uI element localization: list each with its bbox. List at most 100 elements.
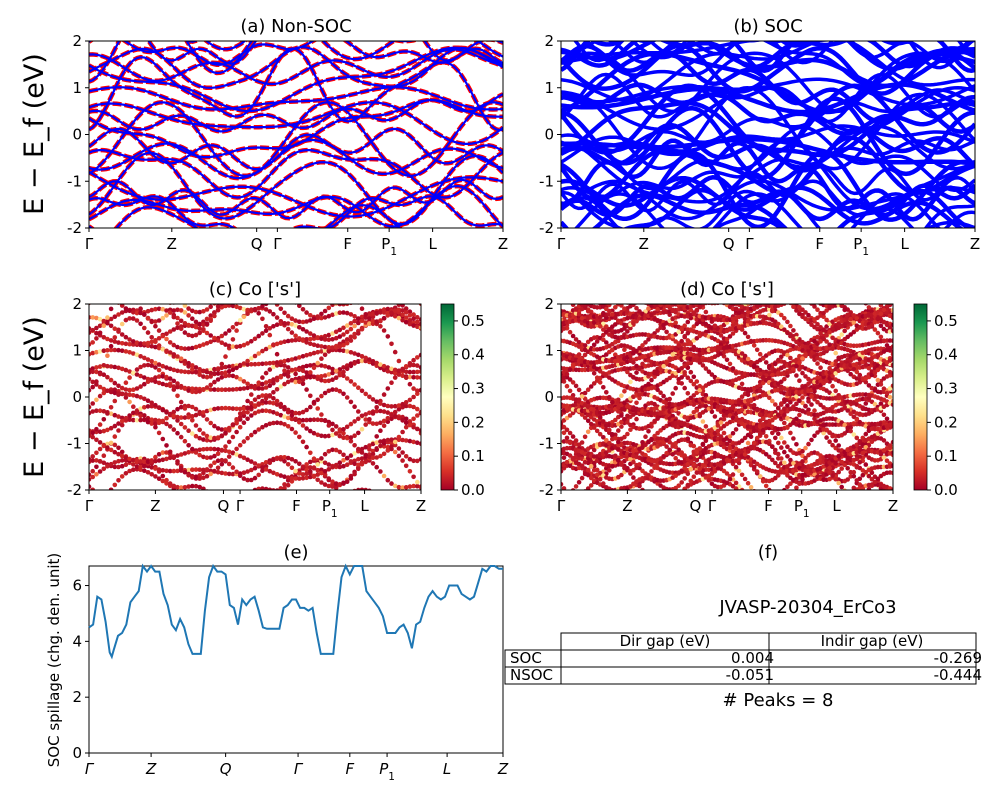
projection-point — [691, 381, 697, 387]
projection-point — [561, 430, 567, 436]
projection-point — [591, 460, 597, 466]
projection-point — [175, 368, 180, 374]
projection-point — [263, 400, 269, 405]
projection-point — [260, 386, 265, 391]
projection-point — [190, 475, 195, 480]
projection-point — [123, 455, 129, 460]
projection-point — [175, 298, 180, 303]
projection-point — [226, 406, 232, 411]
projection-point — [315, 467, 321, 473]
projection-point — [226, 454, 232, 459]
projection-point — [175, 484, 180, 490]
projection-point — [836, 443, 841, 448]
projection-point — [700, 363, 706, 368]
projection-point — [806, 299, 811, 304]
projection-point — [833, 438, 838, 443]
projection-point — [156, 374, 162, 379]
projection-point — [112, 482, 118, 488]
projection-point — [655, 430, 660, 436]
projection-point — [315, 406, 321, 411]
projection-point — [252, 307, 258, 313]
projection-point — [267, 326, 273, 331]
projection-point — [330, 421, 335, 427]
projection-point — [274, 360, 280, 365]
projection-point — [260, 331, 265, 336]
projection-point — [724, 471, 730, 476]
projection-point — [160, 381, 166, 387]
projection-point — [367, 447, 372, 452]
projection-point — [204, 467, 210, 472]
projection-point — [164, 468, 169, 474]
projection-point — [274, 322, 280, 328]
projection-point — [289, 316, 295, 322]
projection-point — [567, 388, 573, 394]
projection-point — [322, 482, 328, 487]
projection-point — [616, 439, 621, 445]
panel-b-bands — [561, 41, 975, 228]
projection-point — [304, 352, 309, 358]
projection-point — [186, 484, 191, 489]
projection-point — [167, 383, 173, 389]
projection-point — [271, 377, 276, 382]
projection-point — [721, 430, 727, 436]
projection-point — [164, 313, 169, 318]
projection-point — [652, 465, 657, 471]
projection-point — [134, 367, 140, 372]
projection-point — [643, 434, 648, 440]
projection-point — [108, 364, 114, 369]
projection-point — [201, 475, 206, 481]
projection-point — [134, 352, 140, 358]
projection-point — [230, 337, 236, 342]
projection-point — [322, 451, 328, 457]
projection-point — [89, 330, 92, 335]
projection-point — [866, 473, 872, 479]
projection-point — [300, 319, 306, 325]
projection-point — [138, 413, 143, 419]
projection-point — [223, 354, 228, 359]
projection-point — [607, 491, 612, 496]
projection-point — [411, 483, 416, 489]
projection-point — [643, 452, 648, 458]
projection-point — [815, 399, 820, 405]
projection-point — [890, 470, 893, 476]
projection-point — [90, 474, 95, 480]
projection-point — [249, 459, 254, 464]
projection-point — [356, 316, 361, 321]
projection-point — [404, 299, 409, 304]
projection-point — [153, 379, 158, 385]
projection-point — [407, 484, 413, 489]
projection-point — [836, 480, 841, 486]
projection-point — [721, 339, 727, 345]
projection-point — [164, 443, 169, 448]
projection-point — [344, 479, 350, 485]
projection-point — [245, 477, 250, 483]
projection-point — [337, 347, 343, 353]
projection-point — [848, 332, 853, 337]
projection-point — [344, 363, 350, 368]
projection-point — [356, 352, 361, 358]
projection-point — [352, 382, 357, 387]
projection-point — [142, 413, 147, 418]
projection-point — [267, 421, 273, 427]
projection-point — [773, 435, 778, 441]
projection-point — [113, 298, 118, 303]
projection-point — [300, 439, 306, 445]
projection-point — [97, 371, 103, 377]
projection-point — [131, 351, 136, 356]
projection-point — [112, 314, 118, 320]
projection-point — [94, 464, 99, 470]
projection-point — [392, 313, 398, 319]
projection-point — [142, 405, 147, 410]
projection-point — [631, 459, 636, 465]
projection-point — [226, 426, 232, 432]
projection-point — [204, 455, 210, 461]
projection-point — [101, 372, 107, 378]
projection-point — [267, 332, 273, 338]
projection-point — [193, 450, 199, 455]
projection-point — [304, 471, 309, 477]
projection-point — [175, 344, 180, 350]
projection-point — [570, 380, 576, 385]
projection-point — [890, 328, 893, 334]
projection-point — [116, 478, 121, 483]
projection-point — [260, 468, 265, 474]
